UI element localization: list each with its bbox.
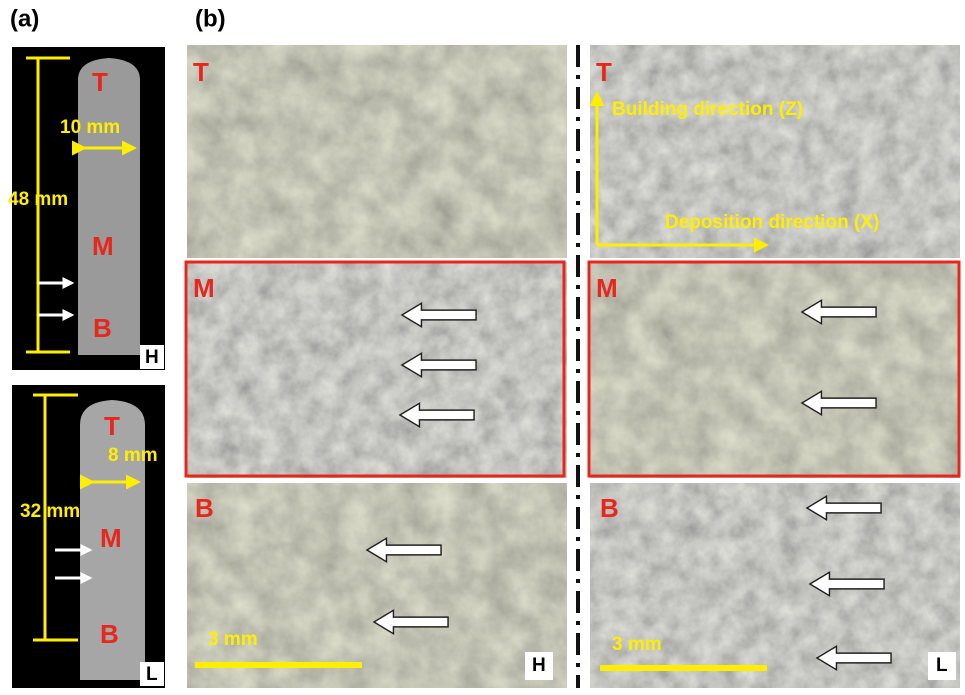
- panel-label: (a): [10, 5, 39, 32]
- region-label: B: [100, 619, 119, 649]
- dimension-label: 8 mm: [108, 445, 158, 466]
- dimension-label: 48 mm: [8, 189, 68, 210]
- scale-label: 3 mm: [612, 634, 662, 655]
- region-label: B: [600, 493, 619, 523]
- micrograph: [590, 262, 960, 478]
- direction-label: Building direction (Z): [612, 99, 803, 120]
- scale-label: 3 mm: [208, 629, 258, 650]
- sample-tag: H: [532, 655, 546, 676]
- region-label: T: [596, 57, 612, 87]
- region-label: B: [195, 493, 214, 523]
- region-label: B: [93, 313, 112, 343]
- panel-label: (b): [195, 5, 226, 32]
- sample-tag: L: [146, 664, 158, 685]
- region-label: T: [92, 67, 108, 97]
- dimension-label: 32 mm: [20, 501, 80, 522]
- sample-tag: L: [936, 655, 948, 676]
- sample-rod: [78, 58, 140, 355]
- figure: (a) 48 mm 10 mm T M B H 32 mm 8 mm T M B…: [0, 0, 965, 690]
- micrograph: [590, 483, 960, 688]
- micrograph: [187, 262, 567, 478]
- dimension-label: 10 mm: [60, 117, 120, 138]
- direction-label: Deposition direction (X): [665, 212, 879, 233]
- region-label: M: [100, 523, 122, 553]
- micrograph: [187, 483, 567, 688]
- sample-tag: H: [145, 347, 159, 368]
- micrograph: [187, 45, 567, 258]
- region-label: T: [104, 411, 120, 441]
- region-label: M: [596, 273, 618, 303]
- region-label: M: [193, 273, 215, 303]
- region-label: M: [92, 231, 114, 261]
- region-label: T: [193, 57, 209, 87]
